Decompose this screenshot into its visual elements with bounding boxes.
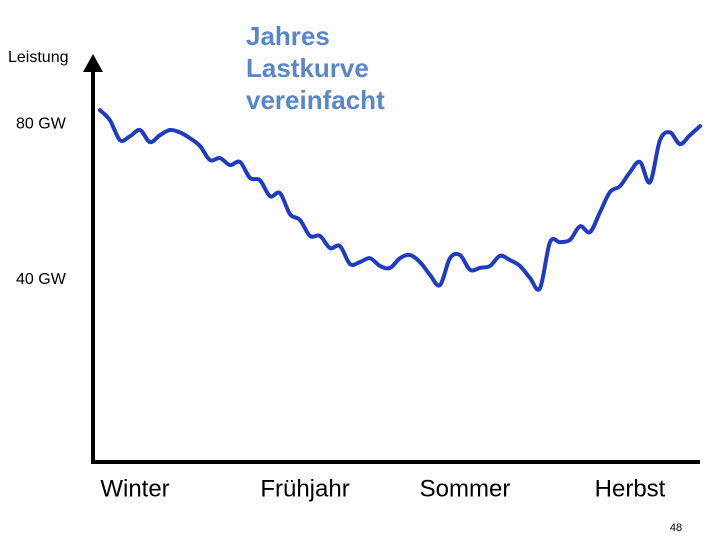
y-tick-label: 40 GW: [16, 271, 67, 288]
x-tick-label: Herbst: [595, 475, 666, 502]
y-tick-label: 80 GW: [16, 115, 67, 132]
load-curve: [98, 108, 702, 292]
y-axis-arrow: [83, 54, 103, 72]
page-number: 48: [670, 522, 682, 534]
x-tick-label: Winter: [100, 475, 169, 502]
chart-title: Jahres Lastkurve vereinfacht: [246, 21, 385, 115]
x-tick-label: Frühjahr: [260, 475, 349, 502]
x-tick-label: Sommer: [420, 475, 511, 502]
y-axis-label: Leistung: [8, 49, 69, 66]
